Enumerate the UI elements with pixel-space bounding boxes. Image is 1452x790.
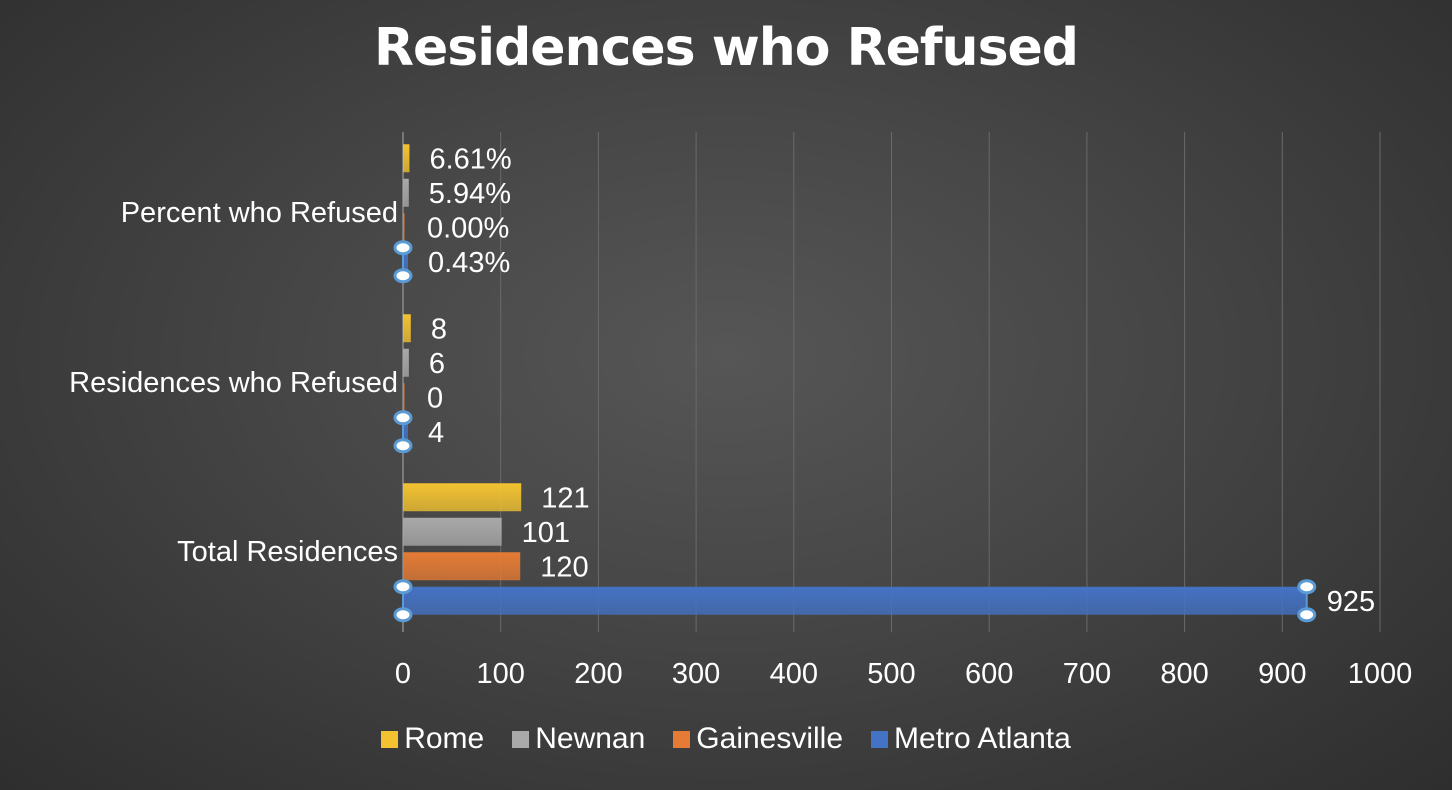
x-tick-label: 400 [770, 658, 818, 690]
data-label: 101 [522, 517, 570, 549]
legend-swatch [381, 730, 399, 748]
data-label: 4 [428, 417, 444, 449]
selection-handle [1297, 579, 1317, 595]
selection-handle [393, 268, 413, 284]
selection-handle [393, 438, 413, 454]
legend-label: Gainesville [696, 722, 844, 755]
x-tick-label: 200 [574, 658, 622, 690]
bar-gainesville [403, 213, 405, 242]
bar-metro-atlanta [403, 586, 1307, 615]
legend-label: Newnan [535, 722, 646, 755]
data-label: 925 [1327, 586, 1375, 618]
selection-handle [393, 240, 413, 256]
x-tick-label: 800 [1160, 658, 1208, 690]
bar-rome [403, 483, 522, 512]
legend-label: Rome [404, 722, 485, 755]
data-label: 5.94% [429, 178, 511, 210]
x-tick-label: 100 [477, 658, 525, 690]
legend-item: Metro Atlanta [871, 722, 1071, 756]
x-tick-label: 300 [672, 658, 720, 690]
selection-handle [393, 579, 413, 595]
legend-item: Gainesville [673, 722, 843, 756]
bar-newnan [403, 517, 502, 546]
x-tick-label: 700 [1063, 658, 1111, 690]
category-label: Total Residences [177, 536, 398, 568]
selection-handle [1297, 607, 1317, 623]
legend-label: Metro Atlanta [894, 722, 1071, 755]
data-label: 0.43% [428, 247, 510, 279]
legend-item: Newnan [512, 722, 645, 756]
legend-item: Rome [381, 722, 484, 756]
chart-title: Residences who Refused [373, 18, 1079, 78]
bar-metro-atlanta [403, 417, 408, 446]
x-tick-label: 1000 [1348, 658, 1413, 690]
bar-rome [403, 144, 410, 173]
data-label: 8 [431, 313, 447, 345]
data-label: 6.61% [429, 143, 511, 175]
data-label: 0 [427, 382, 443, 414]
bar-metro-atlanta [403, 247, 408, 276]
x-tick-label: 600 [965, 658, 1013, 690]
bar-rome [403, 314, 411, 343]
bar-gainesville [403, 552, 521, 581]
category-label: Residences who Refused [69, 367, 398, 399]
legend-swatch [871, 730, 889, 748]
bar-newnan [403, 178, 409, 207]
data-label: 121 [541, 482, 589, 514]
legend: Rome Newnan Gainesville Metro Atlanta [0, 722, 1452, 756]
x-tick-label: 0 [395, 658, 411, 690]
legend-swatch [512, 730, 530, 748]
category-label: Percent who Refused [121, 197, 398, 229]
data-label: 6 [429, 348, 445, 380]
x-tick-label: 500 [867, 658, 915, 690]
x-tick-label: 900 [1258, 658, 1306, 690]
data-label: 120 [540, 551, 588, 583]
selection-handle [393, 410, 413, 426]
selection-handle [393, 607, 413, 623]
data-label: 0.00% [427, 212, 509, 244]
legend-swatch [673, 730, 691, 748]
bar-newnan [403, 348, 409, 377]
bar-gainesville [403, 383, 405, 412]
